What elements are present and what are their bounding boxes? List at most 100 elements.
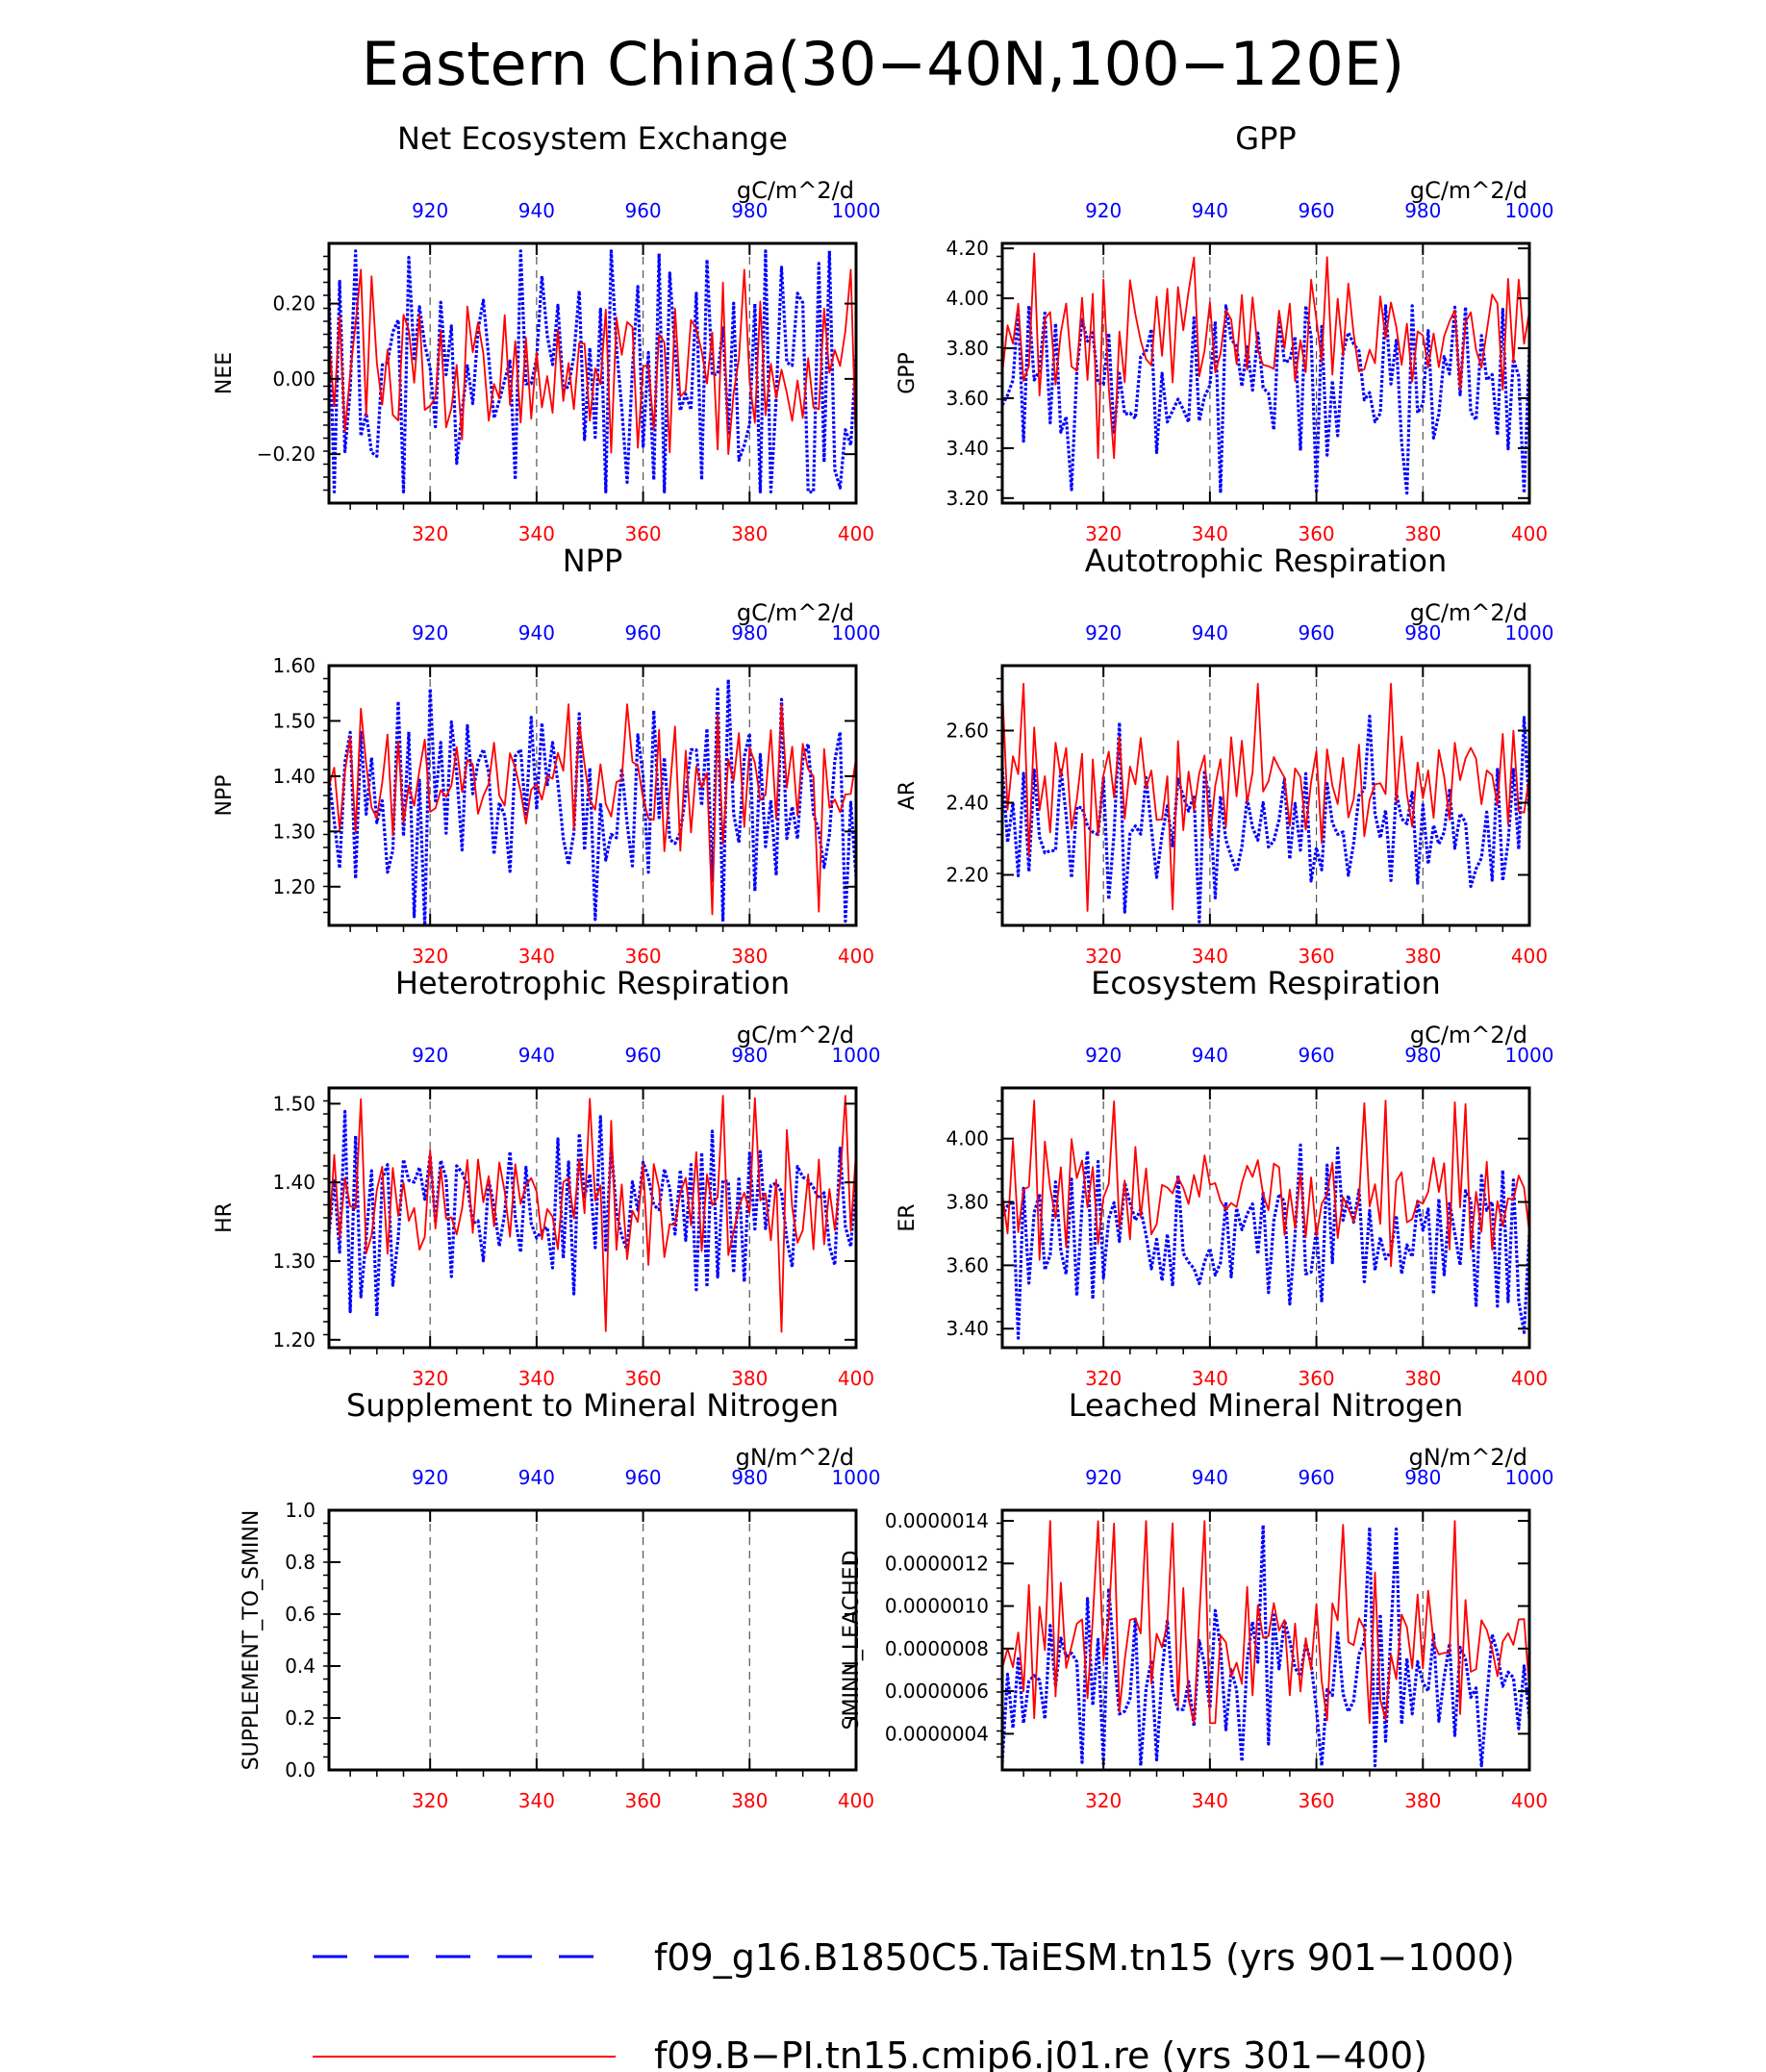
y-tick-label: 1.50 bbox=[272, 1092, 315, 1115]
x-tick-label-top: 980 bbox=[1404, 1044, 1441, 1067]
chart-panel-5: Ecosystem Respiration gC/m^2/d 3.40 3.60 3.8… bbox=[896, 965, 1553, 1390]
units-label: gC/m^2/d bbox=[1410, 177, 1527, 204]
y-tick-label: 0.0000004 bbox=[885, 1722, 989, 1745]
x-tick-label-bottom: 340 bbox=[1192, 1789, 1228, 1812]
units-label: gC/m^2/d bbox=[1410, 599, 1527, 626]
series-line-taiesm bbox=[327, 249, 858, 493]
y-tick-label: 0.8 bbox=[285, 1551, 315, 1574]
y-tick-label: 0.0000008 bbox=[885, 1637, 989, 1660]
y-tick-label: 1.20 bbox=[272, 1328, 315, 1352]
y-tick-label: 0.2 bbox=[285, 1706, 315, 1730]
x-tick-label-top: 940 bbox=[1192, 1466, 1228, 1489]
y-tick-label: 4.20 bbox=[946, 237, 989, 260]
x-tick-label-top: 960 bbox=[624, 1044, 661, 1067]
x-tick-label-top: 980 bbox=[1404, 1466, 1441, 1489]
x-tick-label-top: 940 bbox=[518, 199, 555, 222]
x-tick-label-top: 960 bbox=[624, 199, 661, 222]
x-tick-label-bottom: 320 bbox=[412, 522, 448, 545]
panel-title: NPP bbox=[563, 543, 623, 579]
x-tick-label-bottom: 360 bbox=[1298, 1367, 1334, 1390]
x-tick-label-bottom: 360 bbox=[624, 945, 661, 968]
panel-title: Net Ecosystem Exchange bbox=[397, 120, 788, 157]
x-tick-label-top: 940 bbox=[518, 1466, 555, 1489]
x-tick-label-top: 940 bbox=[1192, 1044, 1228, 1067]
x-tick-label-bottom: 340 bbox=[518, 945, 555, 968]
y-axis-label: GPP bbox=[896, 352, 920, 394]
series-line-cmip6 bbox=[328, 703, 857, 916]
panel-title: Ecosystem Respiration bbox=[1091, 965, 1441, 1001]
x-tick-label-bottom: 400 bbox=[838, 1789, 874, 1812]
y-axis-label: ER bbox=[896, 1203, 920, 1231]
x-tick-label-top: 960 bbox=[1298, 199, 1334, 222]
y-axis-label: AR bbox=[896, 781, 920, 810]
figure-title: Eastern China(30−40N,100−120E) bbox=[362, 29, 1404, 99]
x-tick-label-top: 940 bbox=[1192, 621, 1228, 644]
x-tick-label-top: 1000 bbox=[1505, 199, 1554, 222]
x-tick-label-bottom: 400 bbox=[1511, 1367, 1548, 1390]
y-tick-label: 3.80 bbox=[946, 337, 989, 360]
x-tick-label-top: 960 bbox=[624, 1466, 661, 1489]
x-tick-label-bottom: 380 bbox=[1404, 522, 1441, 545]
x-tick-label-bottom: 360 bbox=[624, 1789, 661, 1812]
x-tick-label-bottom: 340 bbox=[1192, 945, 1228, 968]
units-label: gN/m^2/d bbox=[736, 1444, 854, 1471]
panel-title: Supplement to Mineral Nitrogen bbox=[346, 1387, 839, 1424]
x-tick-label-bottom: 360 bbox=[1298, 945, 1334, 968]
x-tick-label-bottom: 380 bbox=[1404, 1367, 1441, 1390]
x-tick-label-bottom: 320 bbox=[1085, 1367, 1122, 1390]
series-line-cmip6 bbox=[1001, 682, 1530, 912]
series-line-cmip6 bbox=[328, 1095, 857, 1333]
x-tick-label-top: 960 bbox=[1298, 1044, 1334, 1067]
y-tick-label: 1.20 bbox=[272, 875, 315, 898]
y-tick-label: 0.0000014 bbox=[885, 1509, 989, 1532]
x-tick-label-bottom: 400 bbox=[838, 522, 874, 545]
legend-label-a: f09_g16.B1850C5.TaiESM.tn15 (yrs 901−100… bbox=[654, 1936, 1515, 1979]
y-tick-label: 2.40 bbox=[946, 792, 989, 815]
x-tick-label-top: 1000 bbox=[1505, 621, 1554, 644]
x-tick-label-bottom: 400 bbox=[1511, 1789, 1548, 1812]
x-tick-label-top: 1000 bbox=[832, 1466, 881, 1489]
x-tick-label-top: 940 bbox=[1192, 199, 1228, 222]
x-tick-label-bottom: 340 bbox=[518, 522, 555, 545]
y-axis-label: NEE bbox=[213, 352, 237, 394]
y-tick-label: 3.20 bbox=[946, 487, 989, 510]
y-tick-label: 1.0 bbox=[285, 1499, 315, 1522]
y-tick-label: 4.00 bbox=[946, 1127, 989, 1150]
panel-title: Leached Mineral Nitrogen bbox=[1069, 1387, 1464, 1424]
units-label: gC/m^2/d bbox=[1410, 1022, 1527, 1049]
x-tick-label-bottom: 380 bbox=[731, 1367, 768, 1390]
x-tick-label-bottom: 360 bbox=[1298, 522, 1334, 545]
y-tick-label: 0.6 bbox=[285, 1603, 315, 1626]
panels: Net Ecosystem ExchangegC/m^2/d−0.200.000… bbox=[213, 120, 1553, 1812]
x-tick-label-top: 980 bbox=[731, 621, 768, 644]
x-tick-label-bottom: 400 bbox=[1511, 522, 1548, 545]
x-tick-label-bottom: 400 bbox=[1511, 945, 1548, 968]
y-tick-label: 1.60 bbox=[272, 654, 315, 677]
x-tick-label-bottom: 320 bbox=[1085, 945, 1122, 968]
y-tick-label: 3.60 bbox=[946, 1253, 989, 1276]
series-line-taiesm bbox=[1000, 304, 1531, 495]
x-tick-label-top: 920 bbox=[412, 1044, 448, 1067]
x-tick-label-bottom: 380 bbox=[1404, 945, 1441, 968]
chart-panel-0: Net Ecosystem Exchange gC/m^2/d −0.20 0.00 0… bbox=[213, 120, 880, 545]
y-tick-label: 0.0000006 bbox=[885, 1680, 989, 1703]
y-tick-label: 1.50 bbox=[272, 709, 315, 732]
y-tick-label: 3.40 bbox=[946, 437, 989, 460]
x-tick-label-top: 980 bbox=[1404, 621, 1441, 644]
series-line-cmip6 bbox=[1001, 252, 1530, 460]
series-line-taiesm bbox=[327, 677, 858, 927]
y-tick-label: 0.00 bbox=[272, 367, 315, 391]
y-tick-label: 1.40 bbox=[272, 765, 315, 788]
x-tick-label-bottom: 320 bbox=[412, 945, 448, 968]
y-tick-label: 1.40 bbox=[272, 1171, 315, 1194]
x-tick-label-top: 960 bbox=[624, 621, 661, 644]
x-tick-label-bottom: 400 bbox=[838, 945, 874, 968]
x-tick-label-bottom: 400 bbox=[838, 1367, 874, 1390]
x-tick-label-top: 1000 bbox=[1505, 1466, 1554, 1489]
chart-panel-4: Heterotrophic Respiration gC/m^2/d 1.20 1.3… bbox=[213, 965, 880, 1390]
x-tick-label-bottom: 320 bbox=[1085, 1789, 1122, 1812]
x-tick-label-top: 980 bbox=[1404, 199, 1441, 222]
x-tick-label-top: 960 bbox=[1298, 621, 1334, 644]
y-tick-label: 0.4 bbox=[285, 1655, 315, 1678]
units-label: gC/m^2/d bbox=[737, 1022, 854, 1049]
